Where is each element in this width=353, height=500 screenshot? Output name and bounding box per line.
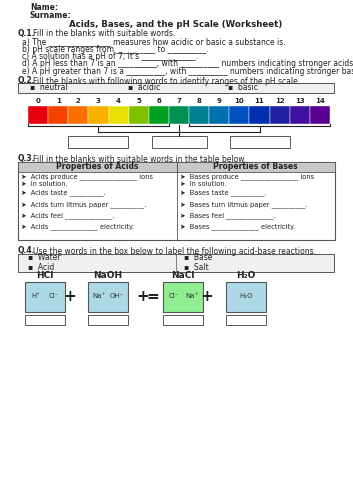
Text: ▪  Salt: ▪ Salt (184, 262, 209, 272)
Bar (270, 106, 290, 124)
Text: 4: 4 (116, 98, 121, 104)
Text: ▪  basic: ▪ basic (228, 83, 258, 92)
Text: 0: 0 (36, 98, 41, 104)
Text: Na⁺: Na⁺ (92, 294, 106, 300)
Text: 3: 3 (96, 98, 101, 104)
Bar (88, 314, 128, 324)
Text: +: + (64, 289, 76, 304)
Text: ▪  neutral: ▪ neutral (30, 83, 68, 92)
Text: HCl: HCl (36, 270, 54, 280)
Bar (250, 106, 270, 124)
Text: Surname:: Surname: (30, 11, 72, 20)
Bar (163, 314, 203, 324)
Text: ➤  Bases turn litmus paper __________.: ➤ Bases turn litmus paper __________. (179, 202, 307, 208)
Bar (163, 282, 203, 312)
Bar (68, 136, 128, 147)
Text: ➤  Acids taste __________.: ➤ Acids taste __________. (21, 190, 106, 196)
Text: NaCl: NaCl (171, 270, 195, 280)
Text: e) A pH greater than 7 is a __________, with __________ numbers indicating stron: e) A pH greater than 7 is a __________, … (22, 67, 353, 76)
Text: 8: 8 (197, 98, 202, 104)
Bar (108, 106, 128, 124)
Text: ▪  Water: ▪ Water (28, 254, 61, 262)
Bar (18, 82, 334, 92)
Text: Q.1.: Q.1. (18, 29, 36, 38)
Text: Acids, Bases, and the pH Scale (Worksheet): Acids, Bases, and the pH Scale (Workshee… (70, 20, 283, 29)
Bar (48, 106, 68, 124)
Text: +: + (137, 289, 149, 304)
Text: 7: 7 (176, 98, 181, 104)
Text: H₂O: H₂O (236, 270, 256, 280)
Bar (68, 106, 88, 124)
Text: 10: 10 (234, 98, 244, 104)
Text: 6: 6 (156, 98, 161, 104)
Text: ➤  Acids ______________ electricity.: ➤ Acids ______________ electricity. (21, 224, 134, 230)
Text: c) A solution has a pH of 7, it's ______________.: c) A solution has a pH of 7, it's ______… (22, 52, 198, 61)
Text: Cl⁻: Cl⁻ (169, 294, 179, 300)
Text: ➤  Acids feel ______________.: ➤ Acids feel ______________. (21, 212, 114, 219)
Text: ▪  acidic: ▪ acidic (128, 83, 160, 92)
Text: Na⁺: Na⁺ (185, 294, 198, 300)
Text: ➤  Acids produce _________________ ions: ➤ Acids produce _________________ ions (21, 174, 153, 180)
Bar (18, 162, 335, 240)
Bar (151, 136, 207, 147)
Text: +: + (201, 289, 213, 304)
Bar (176, 162, 335, 172)
Text: 2: 2 (76, 98, 81, 104)
Bar (226, 314, 266, 324)
Text: Fill in the blanks with suitable words.: Fill in the blanks with suitable words. (33, 29, 175, 38)
Text: Properties of Bases: Properties of Bases (214, 162, 298, 171)
Bar (28, 106, 48, 124)
Text: =: = (146, 289, 159, 304)
Text: ➤  Bases feel ______________.: ➤ Bases feel ______________. (179, 212, 275, 219)
Text: Name:: Name: (30, 3, 58, 12)
Bar (128, 106, 149, 124)
Text: Q.4.: Q.4. (18, 246, 36, 256)
Text: H₂O: H₂O (239, 294, 253, 300)
Bar (310, 106, 330, 124)
Text: ▪  Base: ▪ Base (184, 254, 213, 262)
Text: Properties of Acids: Properties of Acids (56, 162, 138, 171)
Text: ➤  in solution.: ➤ in solution. (21, 180, 68, 186)
Text: ➤  Bases produce _________________ ions: ➤ Bases produce _________________ ions (179, 174, 313, 180)
Text: 1: 1 (56, 98, 61, 104)
Bar (88, 282, 128, 312)
Text: Fill the blanks with following words to identify ranges of the pH scale.: Fill the blanks with following words to … (33, 76, 300, 86)
Text: 9: 9 (217, 98, 222, 104)
Text: ➤  Bases taste __________.: ➤ Bases taste __________. (179, 190, 266, 196)
Bar (18, 254, 334, 272)
Text: Cl⁻: Cl⁻ (49, 294, 59, 300)
Text: OH⁻: OH⁻ (110, 294, 124, 300)
Text: ▪  Acid: ▪ Acid (28, 262, 54, 272)
Text: a) The ________________ measures how acidic or basic a substance is.: a) The ________________ measures how aci… (22, 37, 286, 46)
Text: NaOH: NaOH (94, 270, 122, 280)
Bar (229, 106, 250, 124)
Text: 12: 12 (275, 98, 285, 104)
Bar (189, 106, 209, 124)
Text: Use the words in the box below to label the following acid-base reactions.: Use the words in the box below to label … (33, 246, 316, 256)
Bar (169, 106, 189, 124)
Bar (290, 106, 310, 124)
Text: ➤  in solution.: ➤ in solution. (179, 180, 226, 186)
Text: H⁺: H⁺ (32, 294, 41, 300)
Text: d) A pH less than 7 is an __________, with __________ numbers indicating stronge: d) A pH less than 7 is an __________, wi… (22, 60, 353, 68)
Bar (88, 106, 108, 124)
Bar (226, 282, 266, 312)
Text: 13: 13 (295, 98, 305, 104)
Bar (209, 106, 229, 124)
Bar (149, 106, 169, 124)
Text: ➤  Bases ______________ electricity.: ➤ Bases ______________ electricity. (179, 224, 295, 230)
Text: Fill in the blanks with suitable words in the table below.: Fill in the blanks with suitable words i… (33, 154, 246, 164)
Text: 11: 11 (255, 98, 264, 104)
Text: Q.3.: Q.3. (18, 154, 36, 164)
Text: 5: 5 (136, 98, 141, 104)
Bar (18, 162, 176, 172)
Text: Q.2.: Q.2. (18, 76, 36, 86)
Text: b) pH scale ranges from __________ to __________.: b) pH scale ranges from __________ to __… (22, 44, 209, 54)
Text: ➤  Acids turn litmus paper __________.: ➤ Acids turn litmus paper __________. (21, 202, 146, 208)
Text: 14: 14 (315, 98, 325, 104)
Bar (229, 136, 289, 147)
Bar (25, 314, 65, 324)
Bar (25, 282, 65, 312)
